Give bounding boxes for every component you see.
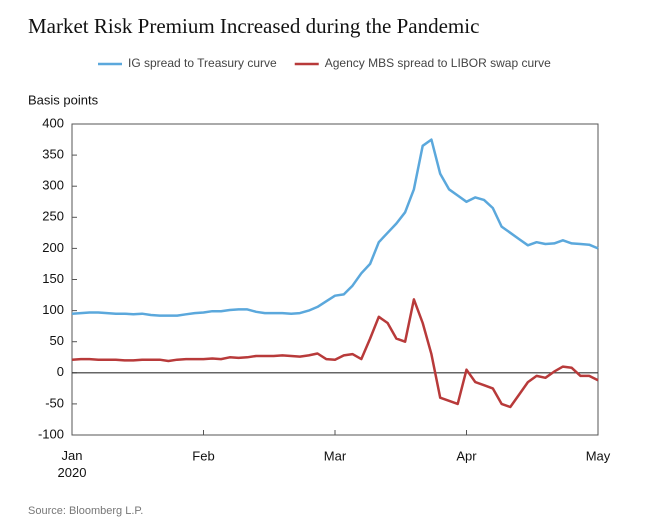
y-tick-label: 100	[42, 302, 64, 317]
x-tick-label: Feb	[192, 448, 214, 463]
y-tick-label: -50	[45, 395, 64, 410]
y-tick-label: 200	[42, 240, 64, 255]
x-tick-label: Apr	[456, 448, 477, 463]
y-tick-label: 50	[50, 333, 64, 348]
x-tick-label-line: Jan	[62, 448, 83, 463]
x-tick-label: Jan 2020	[58, 448, 87, 480]
y-axis-label: Basis points	[28, 92, 99, 107]
chart-title: Market Risk Premium Increased during the…	[28, 14, 479, 38]
source: Source: Bloomberg L.P.	[28, 505, 143, 517]
y-tick-label: 300	[42, 178, 64, 193]
y-tick-label: 400	[42, 115, 64, 130]
y-tick-label: 150	[42, 271, 64, 286]
legend-label: IG spread to Treasury curve	[128, 56, 277, 70]
series-line	[71, 298, 599, 409]
y-tick-label: 0	[57, 364, 64, 379]
legend-label: Agency MBS spread to LIBOR swap curve	[325, 56, 551, 70]
y-tick-label: -100	[38, 426, 64, 441]
x-tick-label-line: 2020	[58, 465, 87, 480]
x-tick-label: May	[586, 448, 611, 463]
x-tick-label: Mar	[324, 448, 347, 463]
plot-frame	[71, 123, 599, 436]
y-tick-label: 350	[42, 147, 64, 162]
y-tick-label: 250	[42, 209, 64, 224]
series-line	[71, 138, 599, 317]
